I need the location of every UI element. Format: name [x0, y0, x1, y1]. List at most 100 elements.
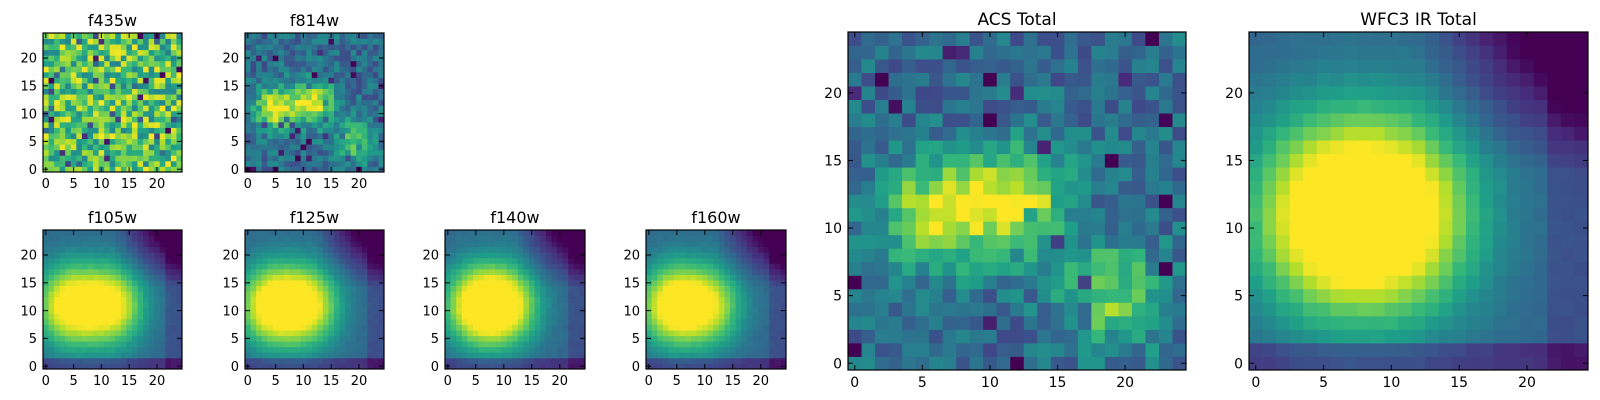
heatmap-cell [679, 280, 686, 286]
heatmap-cell [361, 363, 368, 370]
heatmap-cell [478, 307, 485, 314]
heatmap-cell [1411, 207, 1426, 222]
heatmap-cell [109, 49, 116, 56]
heatmap-cell [131, 49, 138, 56]
heatmap-cell [1343, 315, 1358, 330]
heatmap-cell [300, 280, 307, 286]
heatmap-cell [311, 330, 318, 337]
heatmap-cell [81, 274, 88, 281]
heatmap-cell [1037, 32, 1052, 46]
heatmap-cell [848, 302, 862, 317]
heatmap-cell [137, 252, 144, 259]
heatmap-cell [1010, 342, 1025, 357]
heatmap-cell [131, 263, 138, 270]
heatmap-cell [70, 160, 77, 167]
heatmap-cell [87, 357, 94, 364]
heatmap-cell [450, 363, 457, 370]
heatmap-cell [702, 241, 708, 248]
heatmap-cell [1172, 180, 1187, 195]
heatmap-cell [461, 230, 468, 236]
heatmap-cell [512, 363, 519, 370]
heatmap-cell [1452, 194, 1467, 209]
heatmap-cell [545, 296, 552, 303]
heatmap-cell [501, 318, 507, 325]
heatmap-cell [306, 296, 313, 303]
heatmap-cell [104, 71, 111, 78]
heatmap-cell [848, 59, 862, 73]
heatmap-cell [65, 280, 72, 286]
heatmap-cell [562, 252, 569, 259]
heatmap-cell [87, 291, 94, 298]
heatmap-cell [996, 261, 1011, 276]
heatmap-cell [283, 138, 290, 145]
heatmap-cell [763, 352, 770, 359]
heatmap-cell [339, 144, 346, 151]
heatmap-cell [361, 55, 368, 62]
heatmap-cell [456, 341, 463, 348]
heatmap-cell [718, 280, 725, 286]
heatmap-cell [154, 246, 161, 253]
heatmap-cell [1158, 140, 1173, 155]
heatmap-cell [361, 77, 368, 84]
heatmap-cell [267, 38, 274, 45]
heatmap-cell [758, 252, 764, 259]
heatmap-cell [333, 133, 340, 140]
heatmap-cell [350, 307, 357, 314]
heatmap-cell [131, 252, 138, 259]
heatmap-cell [1574, 356, 1589, 371]
heatmap-cell [148, 88, 155, 95]
heatmap-cell [372, 357, 379, 364]
heatmap-cell [76, 241, 83, 248]
heatmap-cell [109, 335, 116, 342]
heatmap-cell [272, 155, 279, 162]
heatmap-cell [696, 230, 703, 236]
heatmap-cell [54, 110, 61, 117]
heatmap-cell [256, 346, 263, 353]
heatmap-cell [289, 155, 296, 162]
heatmap-cell [126, 94, 133, 101]
heatmap-cell [529, 246, 535, 253]
heatmap-cell [662, 302, 669, 309]
heatmap-cell [126, 127, 133, 134]
heatmap-cell [70, 116, 77, 123]
heatmap-cell [696, 235, 703, 242]
heatmap-cell [478, 241, 485, 248]
heatmap-cell [120, 55, 127, 62]
heatmap-cell [942, 261, 957, 276]
heatmap-cell [159, 94, 166, 101]
heatmap-cell [758, 285, 764, 292]
heatmap-cell [143, 55, 150, 62]
heatmap-cell [278, 313, 285, 320]
heatmap-cell [59, 341, 66, 348]
heatmap-cell [1023, 194, 1038, 209]
heatmap-cell [456, 268, 463, 275]
heatmap-cell [467, 252, 474, 259]
heatmap-cell [718, 274, 725, 281]
heatmap-cell [690, 363, 697, 370]
heatmap-cell [154, 324, 161, 331]
heatmap-cell [159, 241, 166, 248]
heatmap-cell [306, 33, 313, 39]
heatmap-cell [517, 335, 524, 342]
heatmap-cell [1172, 221, 1187, 236]
heatmap-cell [115, 274, 122, 281]
heatmap-cell [1104, 356, 1119, 371]
heatmap-cell [378, 88, 385, 95]
heatmap-cell [1118, 140, 1133, 155]
heatmap-cell [137, 166, 144, 173]
heatmap-cell [93, 105, 99, 112]
heatmap-cell [104, 257, 111, 264]
heatmap-cell [143, 257, 150, 264]
heatmap-cell [70, 357, 77, 364]
heatmap-cell [159, 33, 166, 39]
heatmap-cell [758, 296, 764, 303]
heatmap-cell [328, 71, 335, 78]
heatmap-cell [87, 230, 94, 236]
heatmap-cell [306, 263, 313, 270]
heatmap-cell [1023, 140, 1038, 155]
heatmap-cell [495, 285, 502, 292]
heatmap-cell [746, 257, 753, 264]
heatmap-cell [350, 166, 357, 173]
heatmap-cell [741, 252, 748, 259]
heatmap-cell [478, 363, 485, 370]
